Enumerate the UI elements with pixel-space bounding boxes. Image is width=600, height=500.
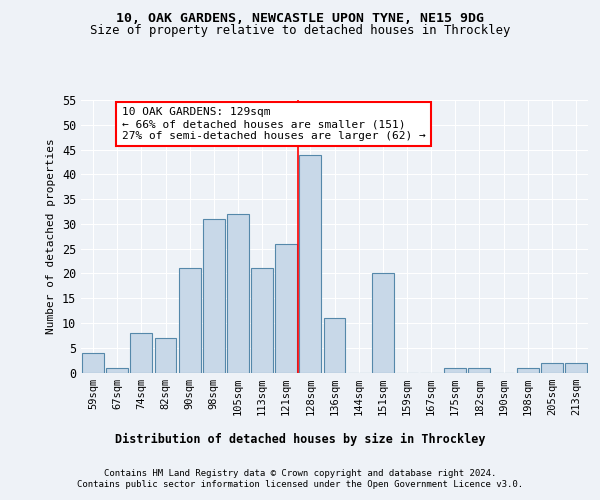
- Bar: [155, 338, 176, 372]
- Text: 10 OAK GARDENS: 129sqm
← 66% of detached houses are smaller (151)
27% of semi-de: 10 OAK GARDENS: 129sqm ← 66% of detached…: [122, 108, 426, 140]
- Bar: [203, 219, 224, 372]
- Bar: [106, 368, 128, 372]
- Text: Contains public sector information licensed under the Open Government Licence v3: Contains public sector information licen…: [77, 480, 523, 489]
- Text: Size of property relative to detached houses in Throckley: Size of property relative to detached ho…: [90, 24, 510, 37]
- Y-axis label: Number of detached properties: Number of detached properties: [46, 138, 56, 334]
- Text: 10, OAK GARDENS, NEWCASTLE UPON TYNE, NE15 9DG: 10, OAK GARDENS, NEWCASTLE UPON TYNE, NE…: [116, 12, 484, 26]
- Bar: [299, 154, 321, 372]
- Text: Distribution of detached houses by size in Throckley: Distribution of detached houses by size …: [115, 432, 485, 446]
- Text: Contains HM Land Registry data © Crown copyright and database right 2024.: Contains HM Land Registry data © Crown c…: [104, 469, 496, 478]
- Bar: [469, 368, 490, 372]
- Bar: [541, 362, 563, 372]
- Bar: [130, 333, 152, 372]
- Bar: [372, 274, 394, 372]
- Bar: [323, 318, 346, 372]
- Bar: [251, 268, 273, 372]
- Bar: [82, 352, 104, 372]
- Bar: [227, 214, 249, 372]
- Bar: [565, 362, 587, 372]
- Bar: [445, 368, 466, 372]
- Bar: [275, 244, 297, 372]
- Bar: [517, 368, 539, 372]
- Bar: [179, 268, 200, 372]
